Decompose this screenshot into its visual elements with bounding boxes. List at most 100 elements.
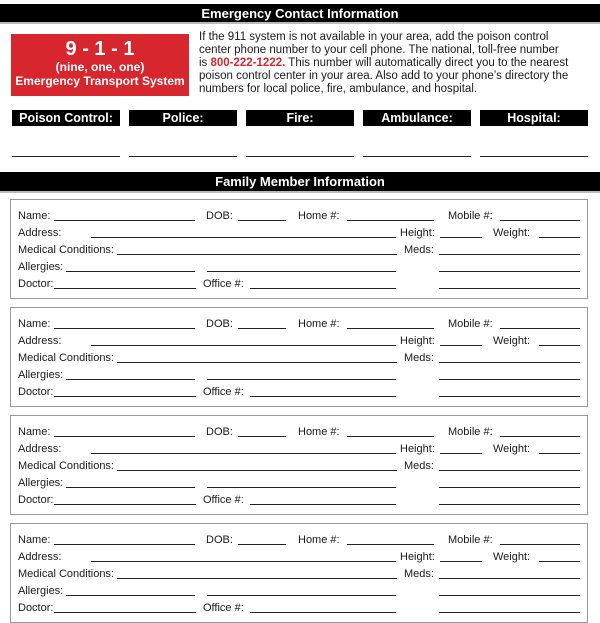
extra-field[interactable] bbox=[439, 288, 580, 289]
height-field[interactable] bbox=[440, 561, 482, 562]
doctor-label: Doctor: bbox=[18, 278, 54, 290]
contact-field[interactable] bbox=[12, 156, 120, 157]
contact-label: Ambulance: bbox=[363, 110, 471, 126]
weight-label: Weight: bbox=[493, 335, 531, 347]
name-label: Name: bbox=[18, 426, 51, 438]
name-field[interactable] bbox=[54, 328, 195, 329]
mobile-field[interactable] bbox=[500, 544, 580, 545]
allergies-field[interactable] bbox=[66, 379, 195, 380]
allergies-label: Allergies: bbox=[18, 261, 64, 273]
medical-label: Medical Conditions: bbox=[18, 352, 114, 364]
mobile-label: Mobile #: bbox=[448, 318, 493, 330]
home-field[interactable] bbox=[347, 544, 434, 545]
doctor-field[interactable] bbox=[54, 504, 196, 505]
name-field[interactable] bbox=[54, 544, 195, 545]
name-label: Name: bbox=[18, 210, 51, 222]
weight-field[interactable] bbox=[539, 561, 580, 562]
name-field[interactable] bbox=[54, 220, 195, 221]
allergies-field[interactable] bbox=[66, 595, 195, 596]
family-header: Family Member Information bbox=[0, 172, 600, 193]
allergies-2-field[interactable] bbox=[207, 487, 396, 488]
meds-field[interactable] bbox=[439, 470, 580, 471]
home-field[interactable] bbox=[347, 328, 434, 329]
weight-field[interactable] bbox=[539, 345, 580, 346]
allergies-label: Allergies: bbox=[18, 585, 64, 597]
address-field[interactable] bbox=[91, 237, 396, 238]
height-label: Height: bbox=[400, 227, 435, 239]
medical-field[interactable] bbox=[117, 578, 397, 579]
contact-field[interactable] bbox=[363, 156, 471, 157]
emergency-number: 9 - 1 - 1 bbox=[65, 38, 135, 60]
allergies-2-field[interactable] bbox=[207, 271, 396, 272]
doctor-field[interactable] bbox=[54, 396, 196, 397]
mobile-label: Mobile #: bbox=[448, 534, 493, 546]
weight-field[interactable] bbox=[539, 453, 580, 454]
address-label: Address: bbox=[18, 227, 62, 239]
meds-label: Meds: bbox=[404, 352, 434, 364]
emergency-pronunciation: (nine, one, one) bbox=[55, 60, 145, 74]
contact-field[interactable] bbox=[129, 156, 237, 157]
home-label: Home #: bbox=[298, 426, 340, 438]
medical-label: Medical Conditions: bbox=[18, 568, 114, 580]
extra-field[interactable] bbox=[439, 504, 580, 505]
allergies-field[interactable] bbox=[66, 271, 195, 272]
extra-field[interactable] bbox=[439, 612, 580, 613]
meds-label: Meds: bbox=[404, 460, 434, 472]
emergency-system: Emergency Transport System bbox=[15, 74, 185, 88]
office-label: Office #: bbox=[203, 494, 244, 506]
office-field[interactable] bbox=[250, 288, 396, 289]
allergies-3-field[interactable] bbox=[439, 379, 580, 380]
meds-field[interactable] bbox=[439, 578, 580, 579]
dob-field[interactable] bbox=[238, 436, 286, 437]
emergency-header: Emergency Contact Information bbox=[0, 4, 600, 24]
medical-field[interactable] bbox=[117, 362, 397, 363]
intro-before: If the 911 system is not available in yo… bbox=[199, 31, 559, 69]
weight-label: Weight: bbox=[493, 551, 531, 563]
name-field[interactable] bbox=[54, 436, 195, 437]
dob-field[interactable] bbox=[238, 328, 286, 329]
address-label: Address: bbox=[18, 335, 62, 347]
allergies-3-field[interactable] bbox=[439, 271, 580, 272]
doctor-field[interactable] bbox=[54, 288, 196, 289]
contact-field[interactable] bbox=[480, 156, 588, 157]
address-field[interactable] bbox=[91, 345, 396, 346]
home-field[interactable] bbox=[347, 436, 434, 437]
dob-label: DOB: bbox=[206, 210, 233, 222]
emergency-911-box: 9 - 1 - 1 (nine, one, one) Emergency Tra… bbox=[11, 34, 189, 96]
mobile-field[interactable] bbox=[500, 436, 580, 437]
office-field[interactable] bbox=[250, 612, 396, 613]
mobile-label: Mobile #: bbox=[448, 210, 493, 222]
dob-field[interactable] bbox=[238, 220, 286, 221]
dob-label: DOB: bbox=[206, 426, 233, 438]
medical-field[interactable] bbox=[117, 254, 397, 255]
allergies-label: Allergies: bbox=[18, 477, 64, 489]
allergies-3-field[interactable] bbox=[439, 487, 580, 488]
weight-label: Weight: bbox=[493, 443, 531, 455]
mobile-field[interactable] bbox=[500, 328, 580, 329]
height-field[interactable] bbox=[440, 453, 482, 454]
doctor-label: Doctor: bbox=[18, 386, 54, 398]
meds-field[interactable] bbox=[439, 362, 580, 363]
medical-field[interactable] bbox=[117, 470, 397, 471]
doctor-field[interactable] bbox=[54, 612, 196, 613]
mobile-field[interactable] bbox=[500, 220, 580, 221]
address-field[interactable] bbox=[91, 561, 396, 562]
height-field[interactable] bbox=[440, 345, 482, 346]
address-field[interactable] bbox=[91, 453, 396, 454]
allergies-2-field[interactable] bbox=[207, 379, 396, 380]
office-field[interactable] bbox=[250, 504, 396, 505]
home-field[interactable] bbox=[347, 220, 434, 221]
intro-text: If the 911 system is not available in yo… bbox=[199, 31, 569, 96]
contact-field[interactable] bbox=[246, 156, 354, 157]
home-label: Home #: bbox=[298, 318, 340, 330]
office-field[interactable] bbox=[250, 396, 396, 397]
dob-field[interactable] bbox=[238, 544, 286, 545]
allergies-field[interactable] bbox=[66, 487, 195, 488]
extra-field[interactable] bbox=[439, 396, 580, 397]
weight-field[interactable] bbox=[539, 237, 580, 238]
allergies-3-field[interactable] bbox=[439, 595, 580, 596]
allergies-2-field[interactable] bbox=[207, 595, 396, 596]
family-member-card: Name: DOB: Home #: Mobile #: Address: Height:… bbox=[10, 199, 588, 299]
meds-field[interactable] bbox=[439, 254, 580, 255]
height-field[interactable] bbox=[440, 237, 482, 238]
